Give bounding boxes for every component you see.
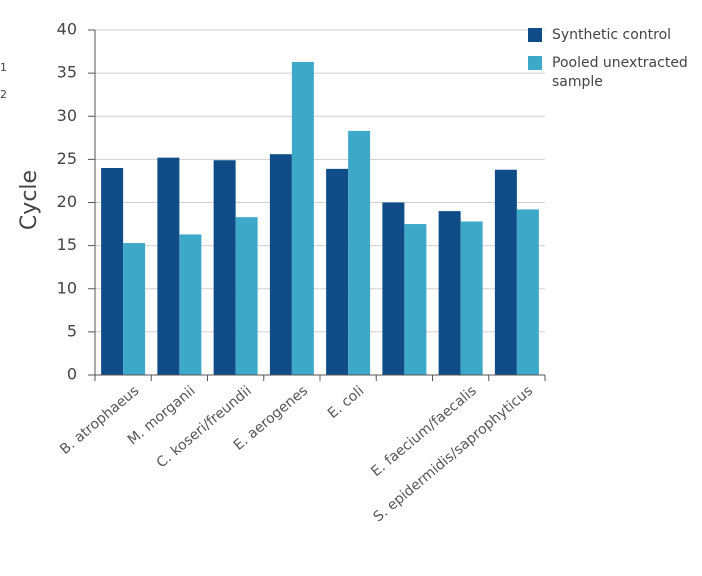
bar bbox=[516, 209, 539, 375]
legend-label: Synthetic control bbox=[552, 27, 671, 43]
y-tick-label: 25 bbox=[57, 149, 77, 168]
bar bbox=[460, 221, 483, 375]
y-tick-label: 0 bbox=[67, 365, 77, 384]
bar bbox=[326, 168, 349, 375]
bar bbox=[494, 169, 517, 375]
bar bbox=[235, 217, 258, 375]
y-axis-label: Cycle bbox=[17, 170, 42, 230]
edge-text: 1 bbox=[0, 61, 7, 74]
legend-label: Pooled unextracted sample bbox=[552, 55, 688, 90]
bar bbox=[348, 130, 371, 375]
y-tick-label: 10 bbox=[57, 278, 77, 297]
x-tick-label: C. koseri/freundii bbox=[154, 383, 255, 471]
x-tick-label: E. faecium/faecalis bbox=[368, 383, 480, 480]
y-tick-label: 5 bbox=[67, 321, 77, 340]
edge-text: 2 bbox=[0, 88, 7, 101]
bar bbox=[269, 154, 292, 375]
bar bbox=[213, 160, 236, 375]
bar bbox=[382, 202, 405, 375]
legend-swatch bbox=[528, 28, 542, 42]
bar bbox=[291, 61, 314, 375]
y-tick-label: 35 bbox=[57, 63, 77, 82]
y-tick-label: 20 bbox=[57, 192, 77, 211]
y-tick-label: 30 bbox=[57, 106, 77, 125]
bar bbox=[404, 224, 427, 375]
bar bbox=[438, 211, 461, 375]
bar bbox=[101, 168, 124, 375]
y-tick-label: 15 bbox=[57, 235, 77, 254]
bar bbox=[123, 243, 146, 375]
bar bbox=[179, 234, 202, 375]
legend-swatch bbox=[528, 56, 542, 70]
bar bbox=[157, 157, 180, 375]
x-tick-label: E. coli bbox=[325, 383, 367, 422]
x-tick-label: B. atrophaeus bbox=[57, 383, 142, 458]
y-tick-label: 40 bbox=[57, 20, 77, 39]
